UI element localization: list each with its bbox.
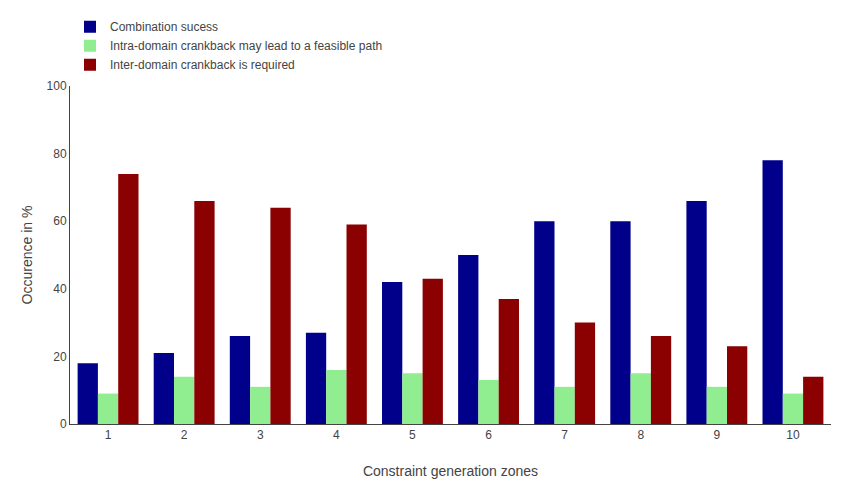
svg-text:5: 5 — [409, 428, 416, 442]
svg-text:80: 80 — [53, 147, 67, 161]
svg-text:Inter-domain crankback is requ: Inter-domain crankback is required — [110, 58, 295, 72]
svg-text:7: 7 — [561, 428, 568, 442]
svg-text:1: 1 — [105, 428, 112, 442]
svg-text:60: 60 — [53, 214, 67, 228]
svg-text:100: 100 — [47, 79, 67, 93]
svg-text:8: 8 — [637, 428, 644, 442]
svg-text:Occurence in %: Occurence in % — [19, 206, 35, 305]
svg-text:Intra-domain crankback may lea: Intra-domain crankback may lead to a fea… — [110, 39, 382, 53]
svg-text:2: 2 — [181, 428, 188, 442]
svg-text:40: 40 — [53, 282, 67, 296]
svg-text:9: 9 — [714, 428, 721, 442]
svg-text:10: 10 — [786, 428, 800, 442]
svg-text:20: 20 — [53, 350, 67, 364]
svg-text:0: 0 — [60, 417, 67, 431]
svg-text:Constraint generation zones: Constraint generation zones — [363, 463, 538, 479]
svg-text:4: 4 — [333, 428, 340, 442]
svg-text:3: 3 — [257, 428, 264, 442]
svg-text:6: 6 — [485, 428, 492, 442]
svg-text:Combination sucess: Combination sucess — [110, 20, 218, 34]
